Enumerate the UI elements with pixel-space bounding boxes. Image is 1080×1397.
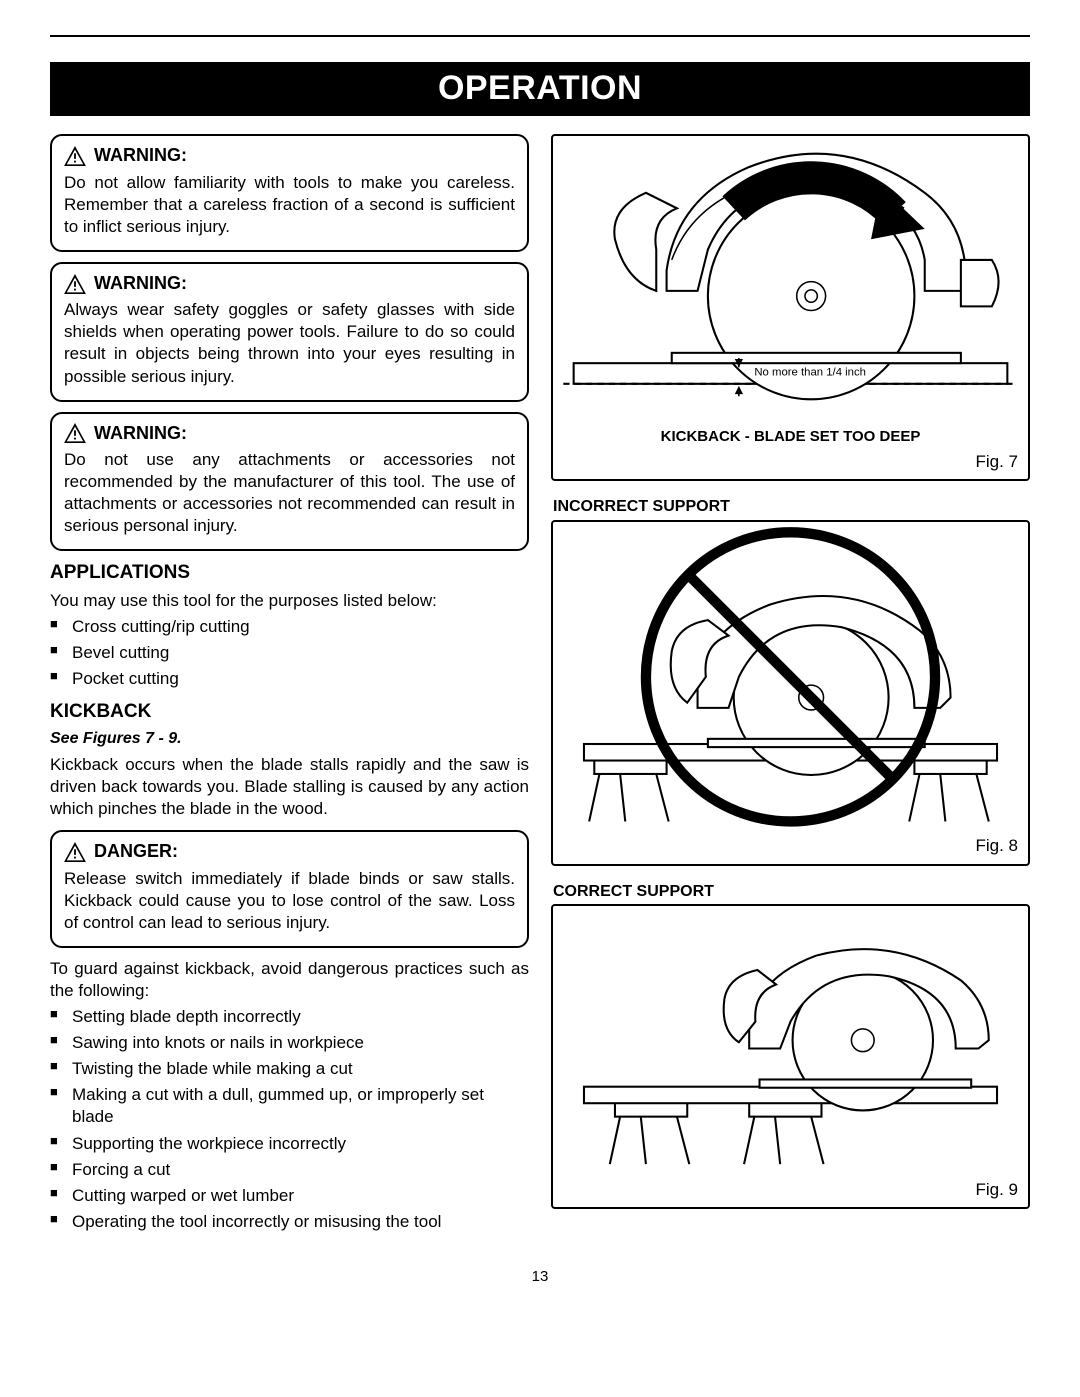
list-item: Operating the tool incorrectly or misusi…: [50, 1211, 529, 1233]
warning-box-3: WARNING: Do not use any attachments or a…: [50, 412, 529, 552]
warning-triangle-icon: [64, 423, 86, 443]
list-item: Sawing into knots or nails in workpiece: [50, 1032, 529, 1054]
list-item: Supporting the workpiece incorrectly: [50, 1133, 529, 1155]
page-title: OPERATION: [50, 62, 1030, 116]
figure-9-title: CORRECT SUPPORT: [551, 878, 1030, 903]
warning-text: Always wear safety goggles or safety gla…: [64, 299, 515, 387]
applications-intro: You may use this tool for the purposes l…: [50, 590, 529, 612]
warning-text: Do not use any attachments or accessorie…: [64, 449, 515, 537]
right-column: No more than 1/4 inch KICKBACK - BLADE S…: [551, 134, 1030, 1237]
warning-text: Do not allow familiarity with tools to m…: [64, 172, 515, 238]
page-number: 13: [50, 1267, 1030, 1287]
list-item: Pocket cutting: [50, 668, 529, 690]
list-item: Bevel cutting: [50, 642, 529, 664]
figure-9-panel: Fig. 9: [551, 904, 1030, 1209]
saw-blade-depth-illustration: No more than 1/4 inch: [553, 136, 1028, 425]
figure-7-caption: Fig. 7: [553, 447, 1028, 479]
list-item: Setting blade depth incorrectly: [50, 1006, 529, 1028]
guard-intro: To guard against kickback, avoid dangero…: [50, 958, 529, 1002]
kickback-intro: Kickback occurs when the blade stalls ra…: [50, 754, 529, 820]
guard-list: Setting blade depth incorrectly Sawing i…: [50, 1006, 529, 1233]
warning-label: WARNING:: [94, 144, 187, 167]
warning-triangle-icon: [64, 842, 86, 862]
two-column-layout: WARNING: Do not allow familiarity with t…: [50, 134, 1030, 1237]
warning-box-1: WARNING: Do not allow familiarity with t…: [50, 134, 529, 252]
kickback-heading: KICKBACK: [50, 700, 529, 725]
see-figures: See Figures 7 - 9.: [50, 729, 529, 750]
list-item: Cross cutting/rip cutting: [50, 616, 529, 638]
left-column: WARNING: Do not allow familiarity with t…: [50, 134, 529, 1237]
list-item: Making a cut with a dull, gummed up, or …: [50, 1084, 529, 1128]
figure-8-title: INCORRECT SUPPORT: [551, 493, 1030, 518]
applications-list: Cross cutting/rip cutting Bevel cutting …: [50, 616, 529, 690]
applications-heading: APPLICATIONS: [50, 561, 529, 586]
page-frame: OPERATION WARNING: Do not allow familiar…: [50, 35, 1030, 1286]
figure-9-caption: Fig. 9: [553, 1175, 1028, 1207]
figure-8-panel: Fig. 8: [551, 520, 1030, 866]
figure-8-caption: Fig. 8: [553, 831, 1028, 863]
list-item: Twisting the blade while making a cut: [50, 1058, 529, 1080]
danger-text: Release switch immediately if blade bind…: [64, 868, 515, 934]
correct-support-illustration: [553, 906, 1028, 1174]
warning-box-2: WARNING: Always wear safety goggles or s…: [50, 262, 529, 402]
list-item: Forcing a cut: [50, 1159, 529, 1181]
danger-label: DANGER:: [94, 840, 178, 863]
figure-7-title: KICKBACK - BLADE SET TOO DEEP: [553, 425, 1028, 447]
list-item: Cutting warped or wet lumber: [50, 1185, 529, 1207]
incorrect-support-illustration: [553, 522, 1028, 832]
warning-label: WARNING:: [94, 272, 187, 295]
warning-triangle-icon: [64, 146, 86, 166]
depth-callout: No more than 1/4 inch: [754, 367, 866, 379]
warning-label: WARNING:: [94, 422, 187, 445]
warning-triangle-icon: [64, 274, 86, 294]
danger-box: DANGER: Release switch immediately if bl…: [50, 830, 529, 948]
figure-7-panel: No more than 1/4 inch KICKBACK - BLADE S…: [551, 134, 1030, 481]
